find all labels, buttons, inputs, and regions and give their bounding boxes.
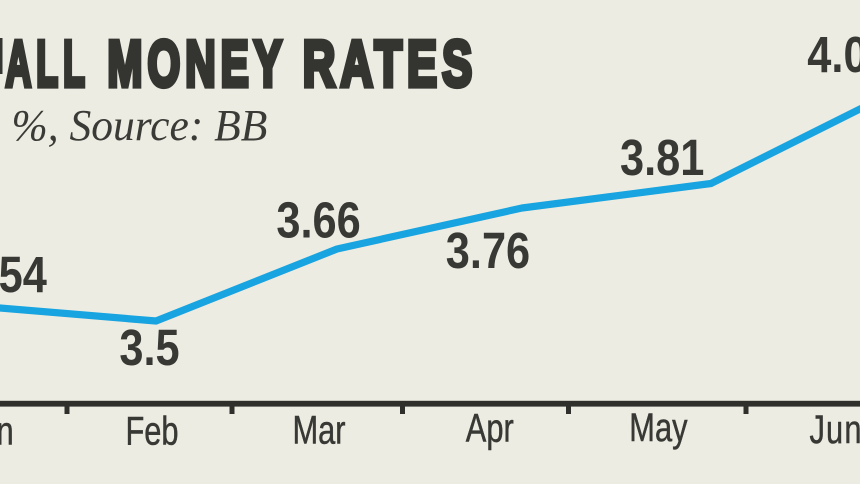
svg-text:Apr: Apr bbox=[466, 406, 514, 451]
svg-text:3.81: 3.81 bbox=[620, 130, 704, 187]
svg-text:3.54: 3.54 bbox=[0, 247, 47, 304]
svg-text:3.66: 3.66 bbox=[276, 192, 360, 249]
svg-text:%, Source: BB: %, Source: BB bbox=[12, 102, 268, 150]
svg-text:Jun-18: Jun-18 bbox=[810, 407, 860, 452]
svg-text:RATES: RATES bbox=[303, 27, 477, 100]
svg-text:MONEY: MONEY bbox=[107, 27, 286, 101]
svg-text:May: May bbox=[629, 405, 687, 450]
svg-text:ALL: ALL bbox=[6, 28, 90, 101]
svg-text:3.5: 3.5 bbox=[119, 320, 179, 377]
svg-text:Feb: Feb bbox=[126, 409, 179, 454]
svg-text:Jan: Jan bbox=[0, 409, 14, 454]
svg-text:3.76: 3.76 bbox=[446, 223, 530, 280]
svg-text:4.03: 4.03 bbox=[807, 27, 860, 84]
svg-text:Mar: Mar bbox=[293, 408, 346, 453]
